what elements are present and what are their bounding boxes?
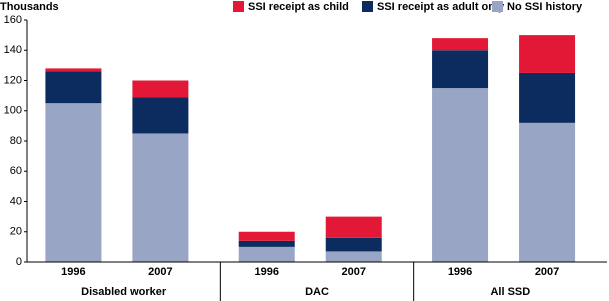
y-tick-label: 160 bbox=[4, 14, 22, 26]
y-tick-label: 0 bbox=[16, 256, 22, 268]
legend-swatch bbox=[492, 1, 503, 12]
x-tick-label: 2007 bbox=[535, 266, 559, 278]
bar-segment bbox=[45, 71, 102, 104]
bar-segment bbox=[519, 72, 576, 123]
bar-segment bbox=[325, 251, 382, 262]
y-tick-label: 40 bbox=[10, 195, 22, 207]
bar-segment bbox=[325, 237, 382, 252]
bar-segment bbox=[519, 35, 576, 73]
bar-segment bbox=[432, 88, 489, 262]
x-tick-label: 2007 bbox=[341, 266, 365, 278]
bar-segment bbox=[45, 103, 102, 262]
bar-segment bbox=[519, 122, 576, 262]
bar-segment bbox=[432, 38, 489, 51]
x-tick-label: 1996 bbox=[254, 266, 278, 278]
y-axis-label: Thousands bbox=[0, 1, 59, 13]
y-tick-label: 100 bbox=[4, 105, 22, 117]
bar-segment bbox=[238, 246, 295, 262]
bar-segment bbox=[132, 133, 189, 262]
bar-segment bbox=[238, 240, 295, 247]
x-tick-label: 2007 bbox=[148, 266, 172, 278]
bar-segment bbox=[238, 231, 295, 241]
y-tick-label: 120 bbox=[4, 74, 22, 86]
bar-segment bbox=[132, 80, 189, 98]
y-tick-label: 20 bbox=[10, 226, 22, 238]
bar-segment bbox=[325, 216, 382, 238]
legend-text: SSI receipt as child bbox=[248, 1, 349, 13]
y-tick-label: 80 bbox=[10, 135, 22, 147]
x-tick-label: 1996 bbox=[61, 266, 85, 278]
y-tick-label: 140 bbox=[4, 44, 22, 56]
legend-swatch bbox=[233, 1, 244, 12]
group-label: All SSD bbox=[490, 286, 530, 298]
bar-segment bbox=[432, 50, 489, 89]
x-tick-label: 1996 bbox=[448, 266, 472, 278]
group-label: Disabled worker bbox=[81, 286, 167, 298]
legend-text: SSI receipt as adult only bbox=[377, 1, 505, 13]
bar-segment bbox=[45, 68, 102, 72]
bar-segment bbox=[132, 97, 189, 134]
group-label: DAC bbox=[305, 286, 329, 298]
legend-text: No SSI history bbox=[507, 1, 583, 13]
y-tick-label: 60 bbox=[10, 165, 22, 177]
legend-swatch bbox=[362, 1, 373, 12]
